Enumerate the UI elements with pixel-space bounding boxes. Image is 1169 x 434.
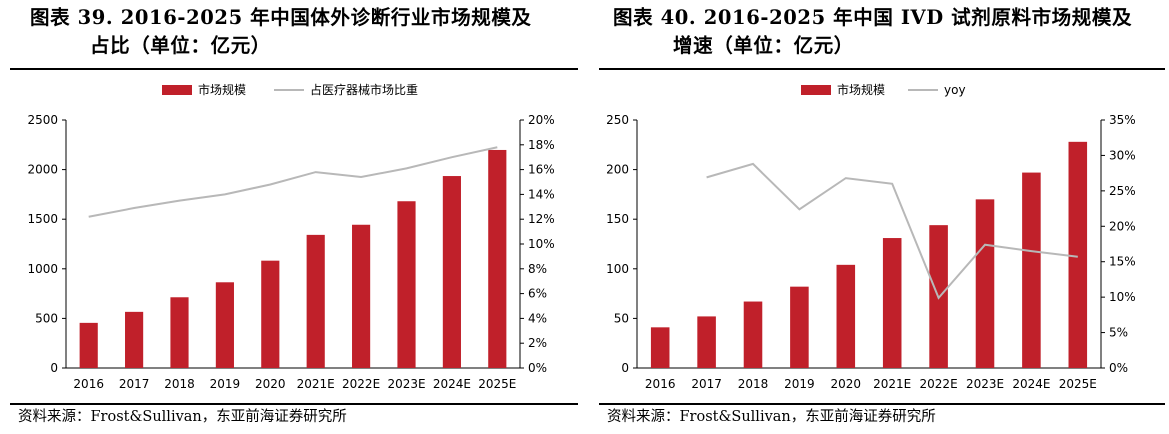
chart-title: 图表 40. 2016-2025 年中国 IVD 试剂原料市场规模及 增速（单位… — [613, 4, 1132, 60]
legend-label-bar: 市场规模 — [198, 82, 246, 97]
x-tick-label: 2024E — [433, 377, 471, 391]
y-left-tick-label: 1500 — [27, 212, 58, 226]
legend-swatch-bar — [162, 85, 192, 95]
y-left-tick-label: 1000 — [27, 262, 58, 276]
x-tick-label: 2025E — [478, 377, 516, 391]
series-line — [88, 146, 498, 218]
y-left-tick-label: 2500 — [27, 113, 58, 127]
y-left-tick-label: 2000 — [27, 163, 58, 177]
y-right-tick-label: 2% — [528, 336, 547, 350]
y-right-tick-label: 35% — [1109, 113, 1136, 127]
bar — [882, 238, 902, 368]
y-right-tick-label: 0% — [528, 361, 547, 375]
y-right-tick-label: 10% — [528, 237, 555, 251]
chart-svg-right: 0 50 100 150 200 250 0% 5% 10% 15% 20% 25% 30% 35% 201… — [606, 82, 1136, 391]
bar — [261, 260, 280, 368]
chart-svg-left: 0 500 1000 1500 2000 2500 0% 2% 4% 6% 8% 10% 12% 14% 1… — [27, 82, 555, 391]
chart-title-line1: 图表 39. 2016-2025 年中国体外诊断行业市场规模及 — [30, 6, 532, 29]
x-tick-label: 2018 — [164, 377, 195, 391]
chart-panel-left: 图表 39. 2016-2025 年中国体外诊断行业市场规模及 占比（单位：亿元… — [0, 0, 580, 434]
title-rule — [10, 68, 578, 70]
bar — [1022, 172, 1041, 368]
bar — [125, 311, 144, 368]
y-right-tick-label: 12% — [528, 212, 555, 226]
y-right-tick-label: 20% — [1109, 219, 1136, 233]
x-tick-label: 2016 — [73, 377, 104, 391]
y-left-tick-label: 0 — [621, 361, 629, 375]
x-tick-label: 2018 — [738, 377, 769, 391]
bar — [650, 327, 670, 368]
legend-label-bar: 市场规模 — [837, 82, 885, 97]
bar — [975, 199, 995, 368]
y-right-tick-label: 4% — [528, 311, 547, 325]
y-left-tick-label: 50 — [614, 311, 629, 325]
bar — [170, 297, 189, 368]
y-right-tick-label: 30% — [1109, 148, 1136, 162]
x-tick-label: 2023E — [966, 377, 1004, 391]
x-tick-label: 2022E — [342, 377, 380, 391]
y-right-tick-label: 20% — [528, 113, 555, 127]
title-rule — [599, 68, 1165, 70]
x-tick-label: 2016 — [645, 377, 676, 391]
y-left-tick-label: 0 — [50, 361, 58, 375]
y-left-tick-label: 100 — [606, 262, 629, 276]
y-right-tick-label: 14% — [528, 187, 555, 201]
chart-title-line2: 占比（单位：亿元） — [90, 34, 271, 57]
source-note: 资料来源：Frost&Sullivan，东亚前海证券研究所 — [607, 409, 936, 425]
y-right-tick-label: 16% — [528, 163, 555, 177]
bar — [352, 224, 371, 368]
bar — [697, 316, 716, 368]
y-right-tick-label: 5% — [1109, 326, 1128, 340]
x-tick-label: 2020 — [255, 377, 286, 391]
y-left-tick-label: 200 — [606, 163, 629, 177]
bar — [1068, 141, 1088, 368]
x-tick-label: 2017 — [119, 377, 150, 391]
chart-title-line1: 图表 40. 2016-2025 年中国 IVD 试剂原料市场规模及 — [613, 6, 1133, 29]
legend-label-line: 占医疗器械市场比重 — [310, 82, 418, 97]
y-right-tick-label: 8% — [528, 262, 547, 276]
y-left-tick-label: 500 — [35, 311, 58, 325]
bar — [488, 149, 507, 368]
x-tick-label: 2024E — [1012, 377, 1050, 391]
chart-title: 图表 39. 2016-2025 年中国体外诊断行业市场规模及 占比（单位：亿元… — [30, 4, 532, 60]
bar — [306, 234, 325, 368]
y-left-tick-label: 250 — [606, 113, 629, 127]
x-tick-label: 2025E — [1059, 377, 1097, 391]
legend-label-line: yoy — [944, 83, 966, 97]
y-right-tick-label: 15% — [1109, 255, 1136, 269]
bar — [743, 301, 763, 368]
x-tick-label: 2023E — [387, 377, 425, 391]
bar — [790, 286, 809, 368]
bar — [215, 282, 234, 368]
y-left-tick-label: 150 — [606, 212, 629, 226]
x-tick-label: 2022E — [920, 377, 958, 391]
y-right-tick-label: 18% — [528, 138, 555, 152]
x-tick-label: 2021E — [873, 377, 911, 391]
source-rule — [599, 403, 1165, 405]
y-right-tick-label: 10% — [1109, 290, 1136, 304]
x-tick-label: 2019 — [210, 377, 241, 391]
bar — [836, 264, 856, 368]
source-rule — [10, 403, 578, 405]
x-tick-label: 2017 — [691, 377, 722, 391]
bar — [442, 176, 461, 368]
x-tick-label: 2021E — [297, 377, 335, 391]
bar — [79, 322, 98, 368]
chart-panel-right: 图表 40. 2016-2025 年中国 IVD 试剂原料市场规模及 增速（单位… — [593, 0, 1169, 434]
y-right-tick-label: 6% — [528, 287, 547, 301]
x-tick-label: 2019 — [784, 377, 815, 391]
bar — [397, 201, 416, 368]
x-tick-label: 2020 — [831, 377, 862, 391]
y-right-tick-label: 0% — [1109, 361, 1128, 375]
y-right-tick-label: 25% — [1109, 184, 1136, 198]
chart-title-line2: 增速（单位：亿元） — [673, 34, 854, 57]
source-note: 资料来源：Frost&Sullivan，东亚前海证券研究所 — [18, 409, 347, 425]
legend-swatch-bar — [801, 85, 831, 95]
